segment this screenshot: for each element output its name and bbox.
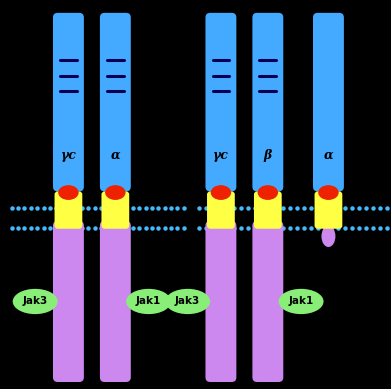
Ellipse shape xyxy=(258,185,278,200)
Ellipse shape xyxy=(126,289,171,314)
Text: α: α xyxy=(111,149,120,162)
Ellipse shape xyxy=(278,289,324,314)
FancyBboxPatch shape xyxy=(54,191,82,229)
FancyBboxPatch shape xyxy=(254,191,282,229)
FancyBboxPatch shape xyxy=(53,13,84,191)
FancyBboxPatch shape xyxy=(102,191,129,229)
FancyBboxPatch shape xyxy=(315,191,343,229)
Ellipse shape xyxy=(58,185,79,200)
FancyBboxPatch shape xyxy=(100,13,131,191)
Ellipse shape xyxy=(105,185,126,200)
FancyBboxPatch shape xyxy=(253,13,283,191)
Ellipse shape xyxy=(165,289,210,314)
FancyBboxPatch shape xyxy=(313,13,344,191)
FancyBboxPatch shape xyxy=(206,13,236,191)
FancyBboxPatch shape xyxy=(53,221,84,382)
FancyBboxPatch shape xyxy=(206,221,236,382)
Text: γc: γc xyxy=(213,149,229,162)
Text: Jak3: Jak3 xyxy=(23,296,48,307)
FancyBboxPatch shape xyxy=(207,191,235,229)
FancyBboxPatch shape xyxy=(100,221,131,382)
Ellipse shape xyxy=(13,289,58,314)
Ellipse shape xyxy=(318,185,339,200)
Text: Jak3: Jak3 xyxy=(175,296,200,307)
Text: γc: γc xyxy=(61,149,76,162)
Ellipse shape xyxy=(211,185,231,200)
Text: Jak1: Jak1 xyxy=(289,296,314,307)
Text: β: β xyxy=(264,149,272,162)
Text: Jak1: Jak1 xyxy=(136,296,161,307)
Ellipse shape xyxy=(321,226,335,247)
Text: α: α xyxy=(324,149,333,162)
FancyBboxPatch shape xyxy=(253,221,283,382)
